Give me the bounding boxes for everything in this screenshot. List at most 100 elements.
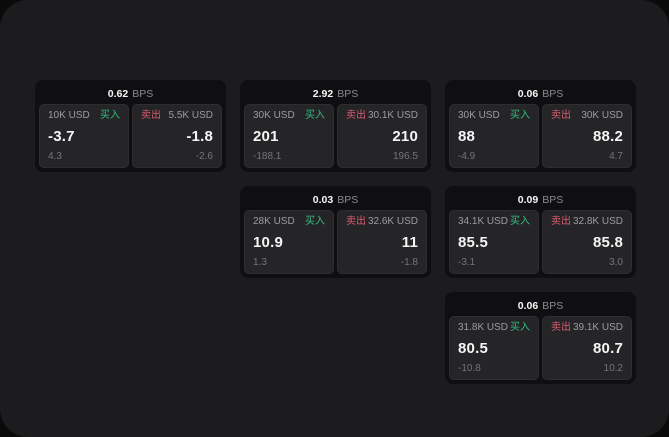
- bps-unit-label: BPS: [132, 87, 154, 100]
- buy-panel[interactable]: 30K USD 买入 201 -188.1: [244, 104, 334, 168]
- sell-notional: 30K USD: [581, 110, 623, 121]
- quote-panels: 30K USD 买入 201 -188.1 卖出 30.1K USD 210 1…: [244, 104, 427, 168]
- sell-side-label: 卖出: [346, 110, 366, 121]
- buy-notional: 31.8K USD: [458, 322, 509, 333]
- buy-panel-top: 30K USD 买入: [458, 111, 530, 121]
- buy-notional: 34.1K USD: [458, 216, 509, 227]
- bps-value: 0.06: [517, 299, 539, 312]
- sell-panel[interactable]: 卖出 30.1K USD 210 196.5: [337, 104, 427, 168]
- buy-side-label: 买入: [100, 110, 120, 121]
- buy-panel-top: 28K USD 买入: [253, 217, 325, 227]
- sell-side-label: 卖出: [551, 110, 571, 121]
- bps-value: 0.06: [517, 87, 539, 100]
- buy-side-label: 买入: [510, 110, 530, 121]
- buy-panel[interactable]: 31.8K USD 买入 80.5 -10.8: [449, 316, 539, 380]
- buy-side-label: 买入: [305, 216, 325, 227]
- bps-unit-label: BPS: [337, 193, 359, 206]
- buy-price: 201: [253, 128, 279, 145]
- card-header: 2.92 BPS: [244, 84, 427, 104]
- buy-delta: -4.9: [458, 151, 476, 162]
- buy-side-label: 买入: [305, 110, 325, 121]
- sell-panel[interactable]: 卖出 32.6K USD 11 -1.8: [337, 210, 427, 274]
- buy-notional: 30K USD: [458, 110, 500, 121]
- sell-notional: 30.1K USD: [367, 110, 418, 121]
- sell-panel-top: 卖出 32.6K USD: [346, 217, 418, 227]
- sell-panel[interactable]: 卖出 32.8K USD 85.8 3.0: [542, 210, 632, 274]
- sell-price: 11: [401, 234, 418, 251]
- bps-card: 0.09 BPS 34.1K USD 买入 85.5 -3.1 卖出 32.8K…: [445, 186, 636, 278]
- buy-panel[interactable]: 28K USD 买入 10.9 1.3: [244, 210, 334, 274]
- sell-notional: 5.5K USD: [168, 110, 213, 121]
- buy-panel[interactable]: 10K USD 买入 -3.7 4.3: [39, 104, 129, 168]
- sell-delta: -1.8: [400, 257, 418, 268]
- bps-value: 0.62: [107, 87, 129, 100]
- sell-price: -1.8: [186, 128, 213, 145]
- sell-side-label: 卖出: [346, 216, 366, 227]
- card-header: 0.03 BPS: [244, 190, 427, 210]
- buy-panel-top: 34.1K USD 买入: [458, 217, 530, 227]
- bps-unit-label: BPS: [337, 87, 359, 100]
- sell-notional: 39.1K USD: [572, 322, 623, 333]
- sell-panel-top: 卖出 30K USD: [551, 111, 623, 121]
- buy-panel[interactable]: 34.1K USD 买入 85.5 -3.1: [449, 210, 539, 274]
- buy-delta: -10.8: [458, 363, 481, 374]
- card-header: 0.09 BPS: [449, 190, 632, 210]
- sell-price: 80.7: [593, 340, 623, 357]
- buy-side-label: 买入: [510, 322, 530, 333]
- buy-notional: 28K USD: [253, 216, 295, 227]
- quote-panels: 34.1K USD 买入 85.5 -3.1 卖出 32.8K USD 85.8…: [449, 210, 632, 274]
- bps-card: 0.62 BPS 10K USD 买入 -3.7 4.3 卖出 5.5K USD…: [35, 80, 226, 172]
- sell-delta: 3.0: [609, 257, 623, 268]
- buy-side-label: 买入: [510, 216, 530, 227]
- buy-panel[interactable]: 30K USD 买入 88 -4.9: [449, 104, 539, 168]
- sell-notional: 32.6K USD: [367, 216, 418, 227]
- bps-card: 0.03 BPS 28K USD 买入 10.9 1.3 卖出 32.6K US…: [240, 186, 431, 278]
- sell-panel[interactable]: 卖出 39.1K USD 80.7 10.2: [542, 316, 632, 380]
- buy-panel-top: 30K USD 买入: [253, 111, 325, 121]
- bps-value: 0.09: [517, 193, 539, 206]
- bps-card: 0.06 BPS 31.8K USD 买入 80.5 -10.8 卖出 39.1…: [445, 292, 636, 384]
- buy-price: 80.5: [458, 340, 488, 357]
- bps-unit-label: BPS: [542, 87, 564, 100]
- bps-value: 2.92: [312, 87, 334, 100]
- buy-delta: 1.3: [253, 257, 267, 268]
- sell-notional: 32.8K USD: [572, 216, 623, 227]
- quote-grid: 0.62 BPS 10K USD 买入 -3.7 4.3 卖出 5.5K USD…: [35, 80, 636, 384]
- buy-delta: -188.1: [253, 151, 282, 162]
- buy-delta: 4.3: [48, 151, 62, 162]
- sell-panel-top: 卖出 39.1K USD: [551, 323, 623, 333]
- sell-price: 88.2: [593, 128, 623, 145]
- quote-panels: 10K USD 买入 -3.7 4.3 卖出 5.5K USD -1.8 -2.…: [39, 104, 222, 168]
- card-header: 0.06 BPS: [449, 296, 632, 316]
- bps-card: 2.92 BPS 30K USD 买入 201 -188.1 卖出 30.1K …: [240, 80, 431, 172]
- buy-price: 10.9: [253, 234, 283, 251]
- sell-price: 210: [392, 128, 418, 145]
- sell-panel-top: 卖出 32.8K USD: [551, 217, 623, 227]
- buy-notional: 30K USD: [253, 110, 295, 121]
- buy-notional: 10K USD: [48, 110, 90, 121]
- bps-card: 0.06 BPS 30K USD 买入 88 -4.9 卖出 30K USD 8…: [445, 80, 636, 172]
- bps-unit-label: BPS: [542, 193, 564, 206]
- buy-price: 88: [458, 128, 476, 145]
- bps-value: 0.03: [312, 193, 334, 206]
- bps-unit-label: BPS: [542, 299, 564, 312]
- quote-panels: 28K USD 买入 10.9 1.3 卖出 32.6K USD 11 -1.8: [244, 210, 427, 274]
- sell-delta: 196.5: [392, 151, 418, 162]
- buy-delta: -3.1: [458, 257, 476, 268]
- sell-panel[interactable]: 卖出 30K USD 88.2 4.7: [542, 104, 632, 168]
- buy-panel-top: 31.8K USD 买入: [458, 323, 530, 333]
- sell-panel-top: 卖出 5.5K USD: [141, 111, 213, 121]
- card-header: 0.06 BPS: [449, 84, 632, 104]
- sell-panel[interactable]: 卖出 5.5K USD -1.8 -2.6: [132, 104, 222, 168]
- sell-panel-top: 卖出 30.1K USD: [346, 111, 418, 121]
- sell-price: 85.8: [593, 234, 623, 251]
- buy-price: 85.5: [458, 234, 488, 251]
- quote-panels: 30K USD 买入 88 -4.9 卖出 30K USD 88.2 4.7: [449, 104, 632, 168]
- sell-side-label: 卖出: [551, 322, 571, 333]
- buy-price: -3.7: [48, 128, 75, 145]
- sell-delta: 4.7: [609, 151, 623, 162]
- sell-delta: 10.2: [603, 363, 623, 374]
- sell-side-label: 卖出: [551, 216, 571, 227]
- quote-panels: 31.8K USD 买入 80.5 -10.8 卖出 39.1K USD 80.…: [449, 316, 632, 380]
